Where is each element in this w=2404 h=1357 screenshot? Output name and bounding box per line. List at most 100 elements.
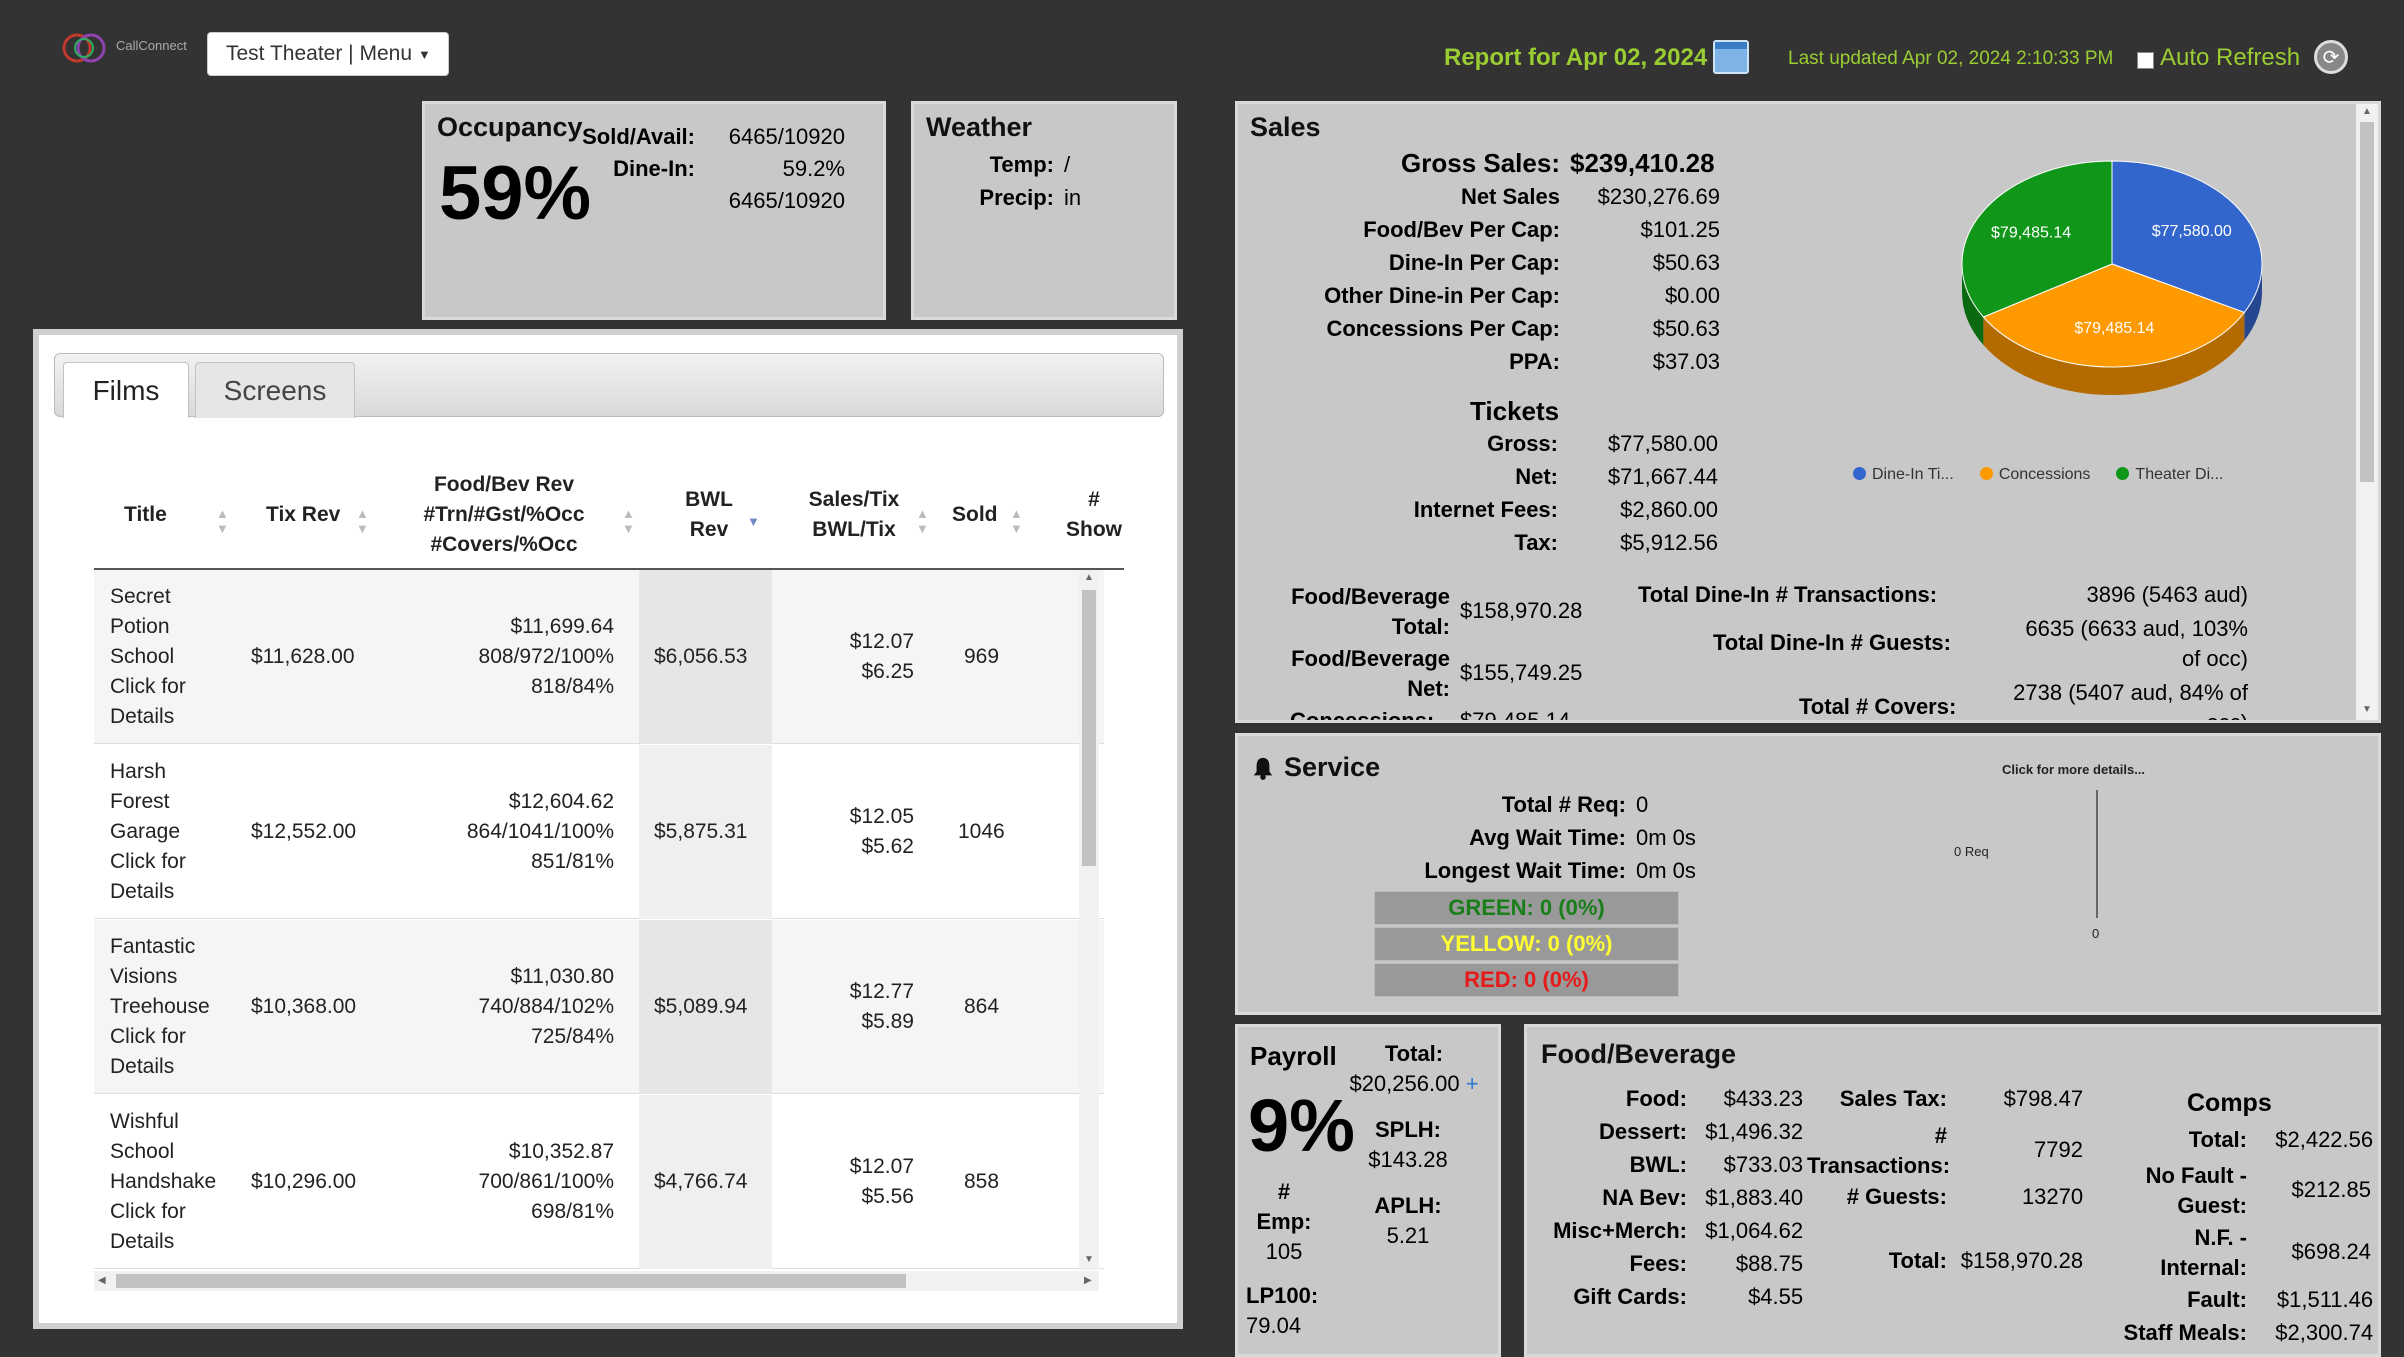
films-horizontal-scrollbar[interactable]: ◀ ▶ (94, 1271, 1099, 1291)
dine-in-value: 6465/10920 (728, 188, 845, 213)
scroll-down-icon[interactable]: ▼ (2362, 704, 2372, 715)
scroll-up-icon[interactable]: ▲ (2362, 106, 2372, 117)
col-title[interactable]: Title (124, 503, 167, 526)
temp-value: / (1064, 152, 1071, 177)
col-sales-tix[interactable]: Sales/Tix BWL/Tix (794, 485, 914, 545)
col-foodbev-line3: #Covers/%Occ (430, 533, 578, 556)
title-line: Visions (110, 965, 178, 988)
scrollbar-thumb[interactable] (1082, 590, 1096, 866)
col-sold[interactable]: Sold (952, 503, 998, 526)
film-title[interactable]: Secret Potion School Click for Details (110, 582, 186, 732)
scroll-up-icon[interactable]: ▲ (1084, 572, 1094, 583)
fb-trn: 864/1041/100% (466, 820, 614, 843)
legend-item[interactable]: Concessions (1979, 466, 2090, 484)
sort-icon[interactable]: ▲ ▼ (356, 506, 369, 536)
scrollbar-thumb[interactable] (2360, 122, 2374, 482)
sort-icon[interactable]: ▲ ▼ (622, 506, 635, 536)
payroll-panel: Payroll 9% Total: $20,256.00 + SPLH: $14… (1235, 1024, 1501, 1357)
click-details-link[interactable]: Details (110, 880, 175, 903)
table-row[interactable]: Secret Potion School Click for Details $… (94, 570, 1104, 744)
foodbev-rev: $12,604.62 864/1041/100% 851/81% (394, 787, 614, 877)
films-vertical-scrollbar[interactable]: ▲ ▼ (1079, 570, 1099, 1270)
bwl-tix: $5.56 (861, 1185, 914, 1208)
fb-net-label: Food/Beverage Net: (1268, 644, 1450, 704)
table-row[interactable]: Wishful School Handshake Click for Detai… (94, 1095, 1104, 1269)
fb-rev: $10,352.87 (508, 1140, 614, 1163)
sales-title: Sales (1250, 112, 1321, 142)
payroll-percent: 9% (1248, 1084, 1355, 1167)
sort-icon[interactable]: ▲ ▼ (916, 506, 929, 536)
sales-item-value: $37.03 (1652, 349, 1720, 374)
film-title[interactable]: Fantastic Visions Treehouse Click for De… (110, 932, 210, 1082)
auto-refresh-checkbox[interactable] (2137, 52, 2154, 69)
sort-icon[interactable]: ▲ ▼ (216, 506, 229, 536)
col-foodbev-rev[interactable]: Food/Bev Rev #Trn/#Gst/%Occ #Covers/%Occ (394, 470, 614, 560)
comps-value: $1,511.46 (2276, 1287, 2374, 1312)
col-shows-line1: # (1088, 488, 1100, 511)
comps-value: $2,422.56 (2275, 1127, 2374, 1152)
covers-label: Total # Covers: (1799, 694, 1957, 719)
click-details-link[interactable]: Click for (110, 1025, 186, 1048)
occupancy-percent: 59% (439, 151, 592, 236)
click-details-link[interactable]: Details (110, 1055, 175, 1078)
click-details-link[interactable]: Details (110, 1230, 175, 1253)
sold: 1046 (958, 820, 1005, 843)
theater-menu-button[interactable]: Test Theater | Menu ▼ (207, 32, 449, 76)
col-bwl-rev[interactable]: BWL Rev (679, 485, 739, 545)
click-details-link[interactable]: Click for (110, 675, 186, 698)
legend-item[interactable]: Dine-In Ti... (1853, 466, 1954, 484)
films-panel: Films Screens Title ▲ ▼ Tix Rev ▲ ▼ Food/B… (33, 329, 1183, 1329)
tab-screens[interactable]: Screens (195, 362, 355, 418)
col-shows[interactable]: # Show (1064, 485, 1124, 545)
payroll-title: Payroll (1250, 1041, 1337, 1071)
pie-slice[interactable] (1982, 263, 2246, 368)
pie-slice[interactable] (1961, 160, 2113, 318)
title-line: Wishful (110, 1110, 179, 1133)
scroll-down-icon[interactable]: ▼ (1084, 1254, 1094, 1265)
bwl-rev: $6,056.53 (654, 645, 748, 668)
table-row[interactable]: Fantastic Visions Treehouse Click for De… (94, 920, 1104, 1094)
film-title[interactable]: Harsh Forest Garage Click for Details (110, 757, 186, 907)
sales-tix: $12.05 (849, 805, 914, 828)
pie-slice[interactable] (2111, 160, 2263, 314)
bwl-rev: $5,089.94 (654, 995, 748, 1018)
concessions-label: Concessions: (1290, 708, 1435, 723)
sort-icon[interactable]: ▲ ▼ (1010, 506, 1023, 536)
comps-label: Staff Meals: (2123, 1320, 2247, 1345)
tab-films[interactable]: Films (63, 362, 189, 418)
service-details-link[interactable]: Click for more details... (2002, 762, 2146, 777)
legend-item[interactable]: Theater Di... (2116, 466, 2223, 484)
click-details-link[interactable]: Details (110, 705, 175, 728)
fb-rev: $11,030.80 (510, 965, 614, 988)
film-title[interactable]: Wishful School Handshake Click for Detai… (110, 1107, 216, 1257)
sales-pie-chart[interactable]: $77,580.00 $79,485.14 $79,485.14 (1874, 104, 2314, 434)
sold-avail-label: Sold/Avail: (582, 124, 695, 149)
scroll-right-icon[interactable]: ▶ (1084, 1275, 1092, 1286)
col-tix-rev[interactable]: Tix Rev (266, 503, 341, 526)
refresh-icon[interactable]: ⟳ (2314, 40, 2348, 74)
table-row[interactable]: Harsh Forest Garage Click for Details $1… (94, 745, 1104, 919)
sales-scrollbar[interactable]: ▲ ▼ (2356, 104, 2378, 720)
expand-plus-icon[interactable]: + (1465, 1071, 1479, 1096)
title-line: Potion (110, 615, 170, 638)
auto-refresh-label: Auto Refresh (2160, 44, 2301, 71)
sales-tax-value: $798.47 (2003, 1086, 2084, 1111)
title-line: School (110, 1140, 175, 1163)
avg-wait-value: 0m 0s (1636, 825, 1696, 850)
scrollbar-thumb[interactable] (116, 1274, 906, 1288)
title-line: Garage (110, 820, 181, 843)
sales-per-tix: $12.77 $5.89 (794, 977, 914, 1037)
occupancy-title: Occupancy (437, 112, 583, 142)
scroll-left-icon[interactable]: ◀ (98, 1275, 106, 1286)
green-status: GREEN: 0 (0%) (1374, 891, 1679, 925)
title-line: Handshake (110, 1170, 217, 1193)
calendar-icon[interactable] (1713, 40, 1749, 74)
sort-desc-icon[interactable]: ▼ (747, 514, 760, 529)
click-details-link[interactable]: Click for (110, 1200, 186, 1223)
click-details-link[interactable]: Click for (110, 850, 186, 873)
pie-slice-side (1962, 264, 1984, 345)
bwl-tix: $5.89 (861, 1010, 914, 1033)
service-chart-req-label: 0 Req (1954, 844, 1989, 859)
occupancy-panel: Occupancy 59% Sold/Avail: 6465/10920 Dine… (422, 101, 886, 320)
tickets-value: $2,860.00 (1620, 497, 1718, 522)
